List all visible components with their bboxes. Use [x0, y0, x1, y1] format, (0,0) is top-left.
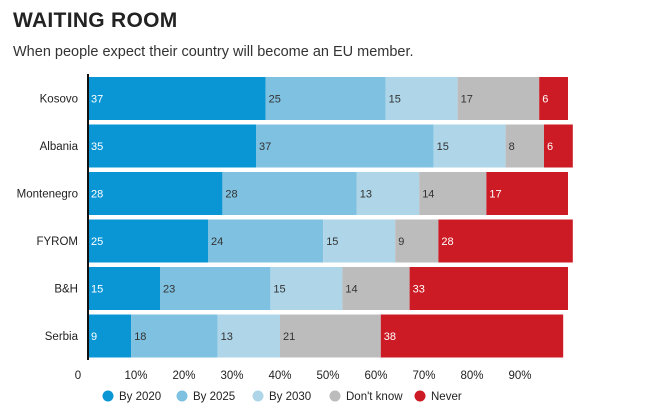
data-label: 15: [326, 236, 338, 248]
bar-segment: [208, 219, 324, 263]
data-label: 33: [413, 284, 425, 296]
bar-segment: [342, 267, 410, 310]
bar-segment: [88, 219, 208, 263]
bar-segment: [544, 124, 573, 168]
data-label: 37: [91, 94, 103, 106]
x-tick-label: 40%: [268, 370, 291, 382]
x-tick-label: 20%: [172, 370, 195, 382]
bar-segment: [419, 172, 487, 215]
bar-segment: [395, 219, 439, 263]
category-label: B&H: [54, 284, 78, 296]
x-tick-label: 60%: [364, 370, 387, 382]
bar-segment: [457, 77, 540, 120]
chart-title: WAITING ROOM: [13, 9, 178, 32]
bar-segment: [505, 124, 544, 168]
data-label: 17: [461, 94, 473, 106]
x-tick-label: 70%: [412, 370, 435, 382]
data-label: 37: [259, 141, 271, 153]
bar-segment: [438, 219, 573, 263]
data-label: 35: [91, 141, 103, 153]
bar-segment: [539, 77, 568, 120]
bar-segment: [222, 172, 357, 215]
bar-segment: [270, 267, 343, 310]
legend-label: By 2030: [269, 391, 311, 403]
legend-marker: [252, 390, 264, 402]
legend-label: Never: [431, 391, 462, 403]
category-label: Kosovo: [40, 94, 78, 106]
data-label: 14: [422, 189, 434, 201]
x-tick-label: 30%: [220, 370, 243, 382]
legend-marker: [102, 390, 114, 402]
legend-marker: [329, 390, 341, 402]
bar-segment: [280, 314, 381, 358]
category-label: Serbia: [45, 331, 79, 343]
bar-segment: [256, 124, 434, 168]
x-tick-label: 80%: [460, 370, 483, 382]
data-label: 28: [91, 189, 103, 201]
data-label: 38: [384, 331, 396, 343]
bar-segment: [88, 314, 132, 358]
bar-segment: [131, 314, 218, 358]
x-tick-label: 10%: [124, 370, 147, 382]
x-tick-label: 90%: [508, 370, 531, 382]
data-label: 17: [489, 189, 501, 201]
legend-label: Don't know: [346, 391, 403, 403]
data-label: 28: [225, 189, 237, 201]
bar-segment: [385, 77, 458, 120]
legend-marker: [414, 390, 426, 402]
data-label: 9: [398, 236, 404, 248]
legend-label: By 2025: [193, 391, 235, 403]
bar-segment: [323, 219, 396, 263]
data-label: 13: [221, 331, 233, 343]
legend-label: By 2020: [119, 391, 161, 403]
data-label: 9: [91, 331, 97, 343]
category-label: Montenegro: [17, 189, 78, 201]
bar-segment: [88, 172, 223, 215]
x-tick-label: 50%: [316, 370, 339, 382]
data-label: 6: [542, 94, 548, 106]
data-label: 24: [211, 236, 223, 248]
bar-segment: [356, 172, 420, 215]
data-label: 23: [163, 284, 175, 296]
category-label: FYROM: [36, 236, 78, 248]
bar-segment: [409, 267, 568, 310]
x-tick-label: 0: [75, 370, 81, 382]
data-label: 15: [389, 94, 401, 106]
data-label: 6: [547, 141, 553, 153]
legend-marker: [176, 390, 188, 402]
data-label: 8: [509, 141, 515, 153]
bar-segment: [88, 124, 256, 168]
data-label: 18: [134, 331, 146, 343]
bar-segment: [433, 124, 506, 168]
data-label: 15: [273, 284, 285, 296]
chart-subtitle: When people expect their country will be…: [13, 44, 414, 60]
category-label: Albania: [40, 141, 79, 153]
data-label: 15: [91, 284, 103, 296]
data-label: 25: [269, 94, 281, 106]
bar-segment: [160, 267, 271, 310]
data-label: 25: [91, 236, 103, 248]
data-label: 13: [360, 189, 372, 201]
bar-segment: [217, 314, 280, 358]
bar-segment: [265, 77, 386, 120]
bar-segment: [88, 77, 266, 120]
data-label: 15: [437, 141, 449, 153]
data-label: 21: [283, 331, 295, 343]
bar-segment: [486, 172, 568, 215]
bar-segment: [88, 267, 160, 310]
data-label: 28: [441, 236, 453, 248]
data-label: 14: [345, 284, 357, 296]
bar-segment: [380, 314, 564, 358]
